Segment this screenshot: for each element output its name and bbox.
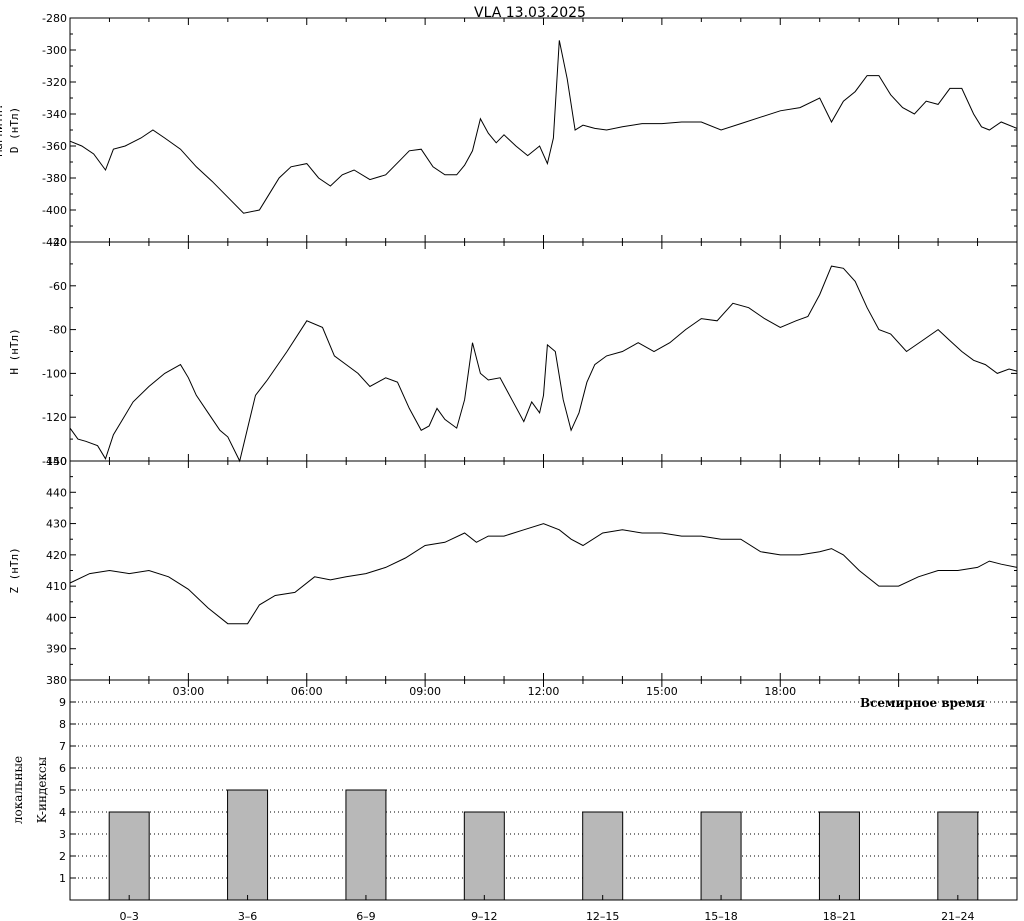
y-tick-label: -280 bbox=[42, 12, 67, 25]
y-tick-label: 5 bbox=[59, 784, 66, 797]
y-tick-label: -360 bbox=[42, 140, 67, 153]
panel-h: -140 -120 -100 -80 -60 -40 H (нТл) bbox=[8, 236, 1018, 468]
panel-frame bbox=[69, 17, 1018, 243]
y-tick-label: -420 bbox=[42, 236, 67, 249]
category-label: 9–12 bbox=[471, 910, 498, 921]
time-tick-label: 09:00 bbox=[409, 685, 441, 698]
series-line-d bbox=[69, 40, 1018, 214]
category-label: 12–15 bbox=[586, 910, 620, 921]
y-tick-label: -300 bbox=[42, 44, 67, 57]
y-tick-label: 410 bbox=[46, 580, 67, 593]
panel-z: 380 390 400 410 420 430 440 450 Z (нТл) bbox=[8, 455, 1018, 687]
y-axis-label-clipped: Магнитн. bbox=[0, 104, 5, 157]
panel-frame bbox=[69, 241, 1018, 462]
y-tick-label: 380 bbox=[46, 674, 67, 687]
series-line-h bbox=[69, 265, 1018, 463]
k-index-bar bbox=[818, 811, 860, 901]
series-line-z bbox=[69, 523, 1018, 625]
y-tick-label: 1 bbox=[59, 872, 66, 885]
time-tick-label: 18:00 bbox=[764, 685, 796, 698]
y-tick-label: -340 bbox=[42, 108, 67, 121]
y-axis-label: D (нТл) bbox=[8, 107, 21, 153]
y-tick-label: 2 bbox=[59, 850, 66, 863]
k-index-bar bbox=[700, 811, 742, 901]
y-tick-label: 9 bbox=[59, 696, 66, 709]
panel-d: -420 -400 -380 -360 -340 -320 -300 -280 D (нТл)М… bbox=[0, 12, 1018, 249]
k-index-bar bbox=[937, 811, 979, 901]
time-tick-label: 06:00 bbox=[291, 685, 323, 698]
y-tick-label: -100 bbox=[42, 367, 67, 380]
y-tick-label: 400 bbox=[46, 611, 67, 624]
y-tick-label: -400 bbox=[42, 204, 67, 217]
y-tick-label: 450 bbox=[46, 455, 67, 468]
category-label: 15–18 bbox=[704, 910, 738, 921]
k-index-bar bbox=[463, 811, 505, 901]
panels-layer: -420 -400 -380 -360 -340 -320 -300 -280 D (нТл)М… bbox=[0, 12, 1018, 921]
k-index-bar bbox=[582, 811, 624, 901]
y-tick-label: -60 bbox=[49, 280, 67, 293]
y-tick-label: 440 bbox=[46, 486, 67, 499]
y-axis-label: Z (нТл) bbox=[8, 547, 21, 593]
chart-title: VLA 13.03.2025 bbox=[474, 5, 586, 21]
category-label: 0–3 bbox=[119, 910, 139, 921]
category-label: 18–21 bbox=[823, 910, 857, 921]
y-tick-label: 390 bbox=[46, 643, 67, 656]
y-tick-label: 3 bbox=[59, 828, 66, 841]
category-label: 3–6 bbox=[238, 910, 258, 921]
x-axis-label: Всемирное время bbox=[860, 696, 985, 710]
y-tick-label: -80 bbox=[49, 324, 67, 337]
y-tick-label: 8 bbox=[59, 718, 66, 731]
category-label: 21–24 bbox=[941, 910, 975, 921]
k-index-bar bbox=[345, 789, 387, 901]
time-tick-label: 12:00 bbox=[528, 685, 560, 698]
y-tick-label: 6 bbox=[59, 762, 66, 775]
y-axis-label-line1: локальные bbox=[11, 756, 25, 824]
y-axis-label: H (нТл) bbox=[8, 328, 21, 374]
k-index-bar bbox=[108, 811, 150, 901]
y-tick-label: -120 bbox=[42, 411, 67, 424]
time-tick-label: 03:00 bbox=[173, 685, 205, 698]
panel-frame bbox=[69, 460, 1018, 681]
y-tick-label: 7 bbox=[59, 740, 66, 753]
y-tick-label: -140 bbox=[42, 455, 67, 468]
k-index-bar bbox=[227, 789, 269, 901]
y-tick-label: -380 bbox=[42, 172, 67, 185]
category-label: 6–9 bbox=[356, 910, 376, 921]
y-tick-label: 430 bbox=[46, 518, 67, 531]
time-tick-label: 15:00 bbox=[646, 685, 678, 698]
y-tick-label: -40 bbox=[49, 236, 67, 249]
panel-k-index: 1 2 3 4 5 6 7 8 9 03:00 06:00 09:00 12:00 15:00 18:00 0… bbox=[11, 679, 1018, 921]
y-tick-label: 4 bbox=[59, 806, 66, 819]
y-tick-label: -320 bbox=[42, 76, 67, 89]
y-tick-label: 420 bbox=[46, 549, 67, 562]
y-axis-label-line2: K-индексы bbox=[35, 756, 49, 823]
